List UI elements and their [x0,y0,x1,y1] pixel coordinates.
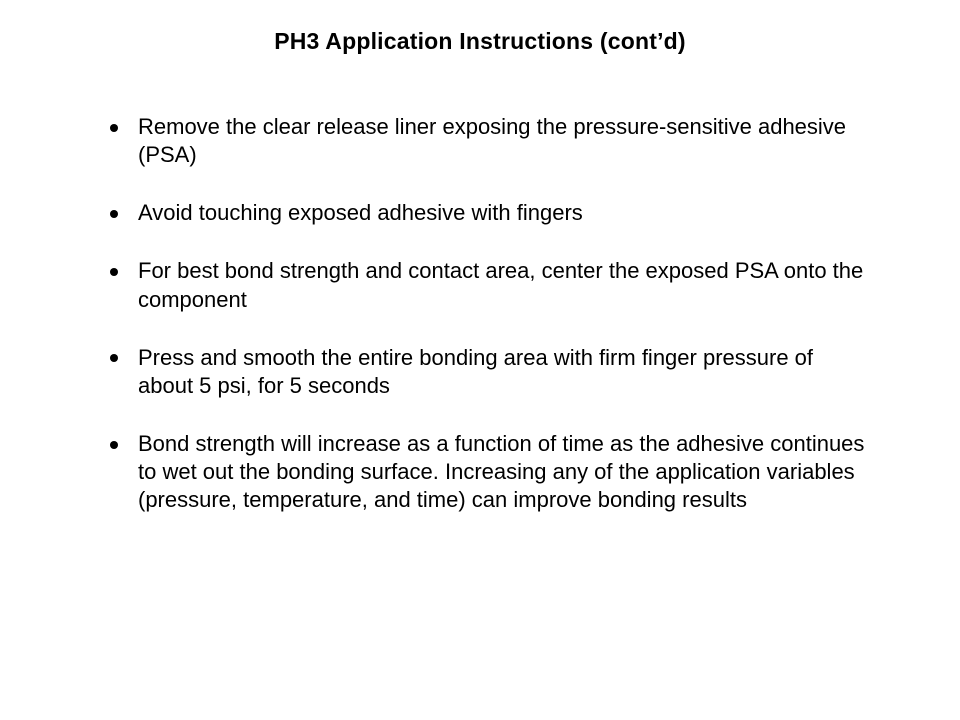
slide-title: PH3 Application Instructions (cont’d) [80,28,880,55]
slide: PH3 Application Instructions (cont’d) Re… [0,0,960,720]
list-item: For best bond strength and contact area,… [110,257,870,313]
list-item: Bond strength will increase as a functio… [110,430,870,514]
list-item: Remove the clear release liner exposing … [110,113,870,169]
list-item: Avoid touching exposed adhesive with fin… [110,199,870,227]
list-item: Press and smooth the entire bonding area… [110,344,870,400]
bullet-list: Remove the clear release liner exposing … [80,113,880,515]
